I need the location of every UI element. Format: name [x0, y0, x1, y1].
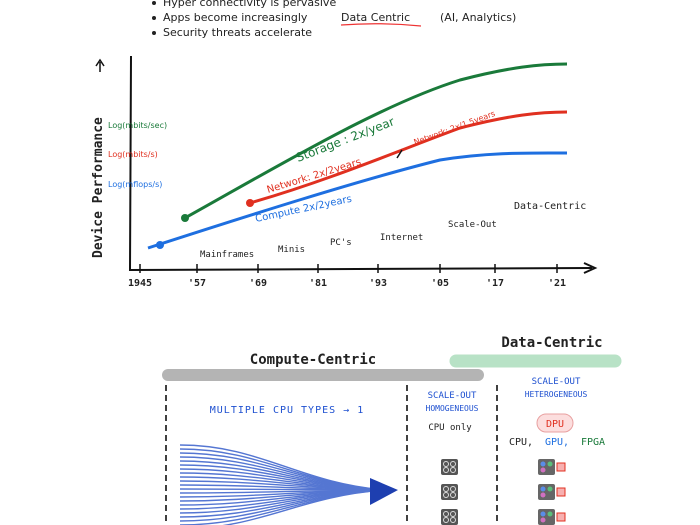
- chip-core: [443, 486, 449, 492]
- axis-lines: [128, 55, 593, 272]
- column-header: HOMOGENEOUS: [426, 404, 479, 413]
- chip-core: [450, 492, 456, 498]
- axes: [128, 55, 598, 274]
- bullet-text: Data Centric: [341, 11, 410, 24]
- unit-label: Log(mbits/sec): [108, 121, 167, 130]
- era-label: Scale-Out: [448, 220, 497, 230]
- bullet-text: Hyper connectivity is pervasive: [163, 0, 336, 9]
- bullet-text: (AI, Analytics): [440, 11, 516, 24]
- dpu-chip: [556, 512, 566, 522]
- chip-core: [547, 461, 553, 467]
- tick: [396, 149, 403, 159]
- chip-body: [441, 484, 458, 500]
- chip-core: [540, 467, 546, 473]
- era-label: Mainframes: [200, 250, 254, 260]
- column-header: SCALE-OUT: [428, 391, 477, 401]
- era-label: Minis: [278, 245, 305, 255]
- era-label: PC's: [330, 238, 352, 248]
- bullet: [152, 31, 156, 35]
- bullet: [152, 1, 156, 5]
- era-labels: Mainframes Minis PC's Internet Scale-Out…: [200, 201, 586, 260]
- era-label: Internet: [380, 233, 423, 243]
- section-title: Compute-Centric: [250, 352, 376, 368]
- hetero-chip: [538, 459, 566, 475]
- fan-line: [222, 489, 386, 525]
- network-curve: [249, 110, 568, 205]
- fan-arrow: [370, 478, 398, 505]
- y-axis-label: Device Performance: [91, 117, 106, 258]
- x-tick-label: '57: [188, 278, 206, 289]
- chip-core: [547, 486, 553, 492]
- chip-body: [441, 509, 458, 525]
- underline: [340, 23, 422, 27]
- y-axis-arrow: [95, 58, 105, 72]
- curve-start: [246, 199, 254, 207]
- column-header: SCALE-OUT: [532, 377, 581, 387]
- curve-label: Network: 2x/1.5years: [413, 109, 497, 147]
- bullet: [152, 16, 156, 20]
- section-title: Data-Centric: [501, 335, 602, 351]
- chip-core: [540, 492, 546, 498]
- column-note: CPU only: [428, 423, 472, 433]
- chip-body: [441, 459, 458, 475]
- x-tick-label: 1945: [128, 278, 152, 289]
- chip-core: [450, 461, 456, 467]
- storage-curve: [184, 62, 568, 220]
- chip-core: [540, 461, 546, 467]
- chip-core: [443, 492, 449, 498]
- curve-start: [156, 241, 164, 249]
- chips: [441, 459, 566, 525]
- dpu-label: DPU: [546, 419, 564, 430]
- curve-label: Network: 2x/2years: [266, 157, 363, 196]
- chip-core: [443, 467, 449, 473]
- axis-arrow: [583, 262, 598, 274]
- x-tick-label: '93: [369, 278, 387, 289]
- cpu-chip: [441, 509, 458, 525]
- unit-label: Log(mflops/s): [108, 180, 162, 189]
- chip-body: [538, 459, 555, 475]
- chip-core: [450, 486, 456, 492]
- chip-core: [540, 486, 546, 492]
- processor: GPU,: [545, 437, 569, 448]
- bullet-list: Hyper connectivity is pervasive Apps bec…: [152, 0, 516, 39]
- chip-core: [443, 517, 449, 523]
- dpu-badge: [536, 413, 574, 433]
- chip-core: [450, 467, 456, 473]
- chip-body: [538, 509, 555, 525]
- cpu-chip: [441, 459, 458, 475]
- chip-core: [540, 517, 546, 523]
- hetero-chip: [538, 484, 566, 500]
- era-label: Data-Centric: [514, 201, 586, 212]
- chip-core: [450, 517, 456, 523]
- bullet-text: Security threats accelerate: [163, 26, 312, 39]
- bullet-text: Apps become increasingly: [163, 11, 308, 24]
- unit-label: Log(mbits/s): [108, 150, 158, 159]
- processor: FPGA: [581, 437, 605, 448]
- x-tick-label: '81: [309, 278, 327, 289]
- chip-core: [443, 461, 449, 467]
- curve-start: [181, 214, 189, 222]
- compute-curve: [147, 151, 568, 250]
- x-tick-label: '69: [249, 278, 267, 289]
- cpu-chip: [441, 484, 458, 500]
- x-tick-label: '05: [431, 278, 449, 289]
- processor: CPU,: [509, 437, 533, 448]
- column-header: MULTIPLE CPU TYPES → 1: [210, 405, 364, 416]
- chip-core: [450, 511, 456, 517]
- chip-core: [443, 511, 449, 517]
- chip-core: [547, 511, 553, 517]
- hetero-chip: [538, 509, 566, 525]
- x-ticks: 1945 '57 '69 '81 '93 '05 '17 '21: [128, 264, 566, 289]
- cpu-fan: [179, 444, 386, 525]
- column-header: HETEROGENEOUS: [525, 390, 588, 399]
- dpu-chip: [556, 487, 566, 497]
- x-tick-label: '17: [486, 278, 504, 289]
- chip-core: [540, 511, 546, 517]
- dividers: [165, 385, 498, 525]
- chip-body: [538, 484, 555, 500]
- dpu-chip: [556, 462, 566, 472]
- x-tick-label: '21: [548, 278, 566, 289]
